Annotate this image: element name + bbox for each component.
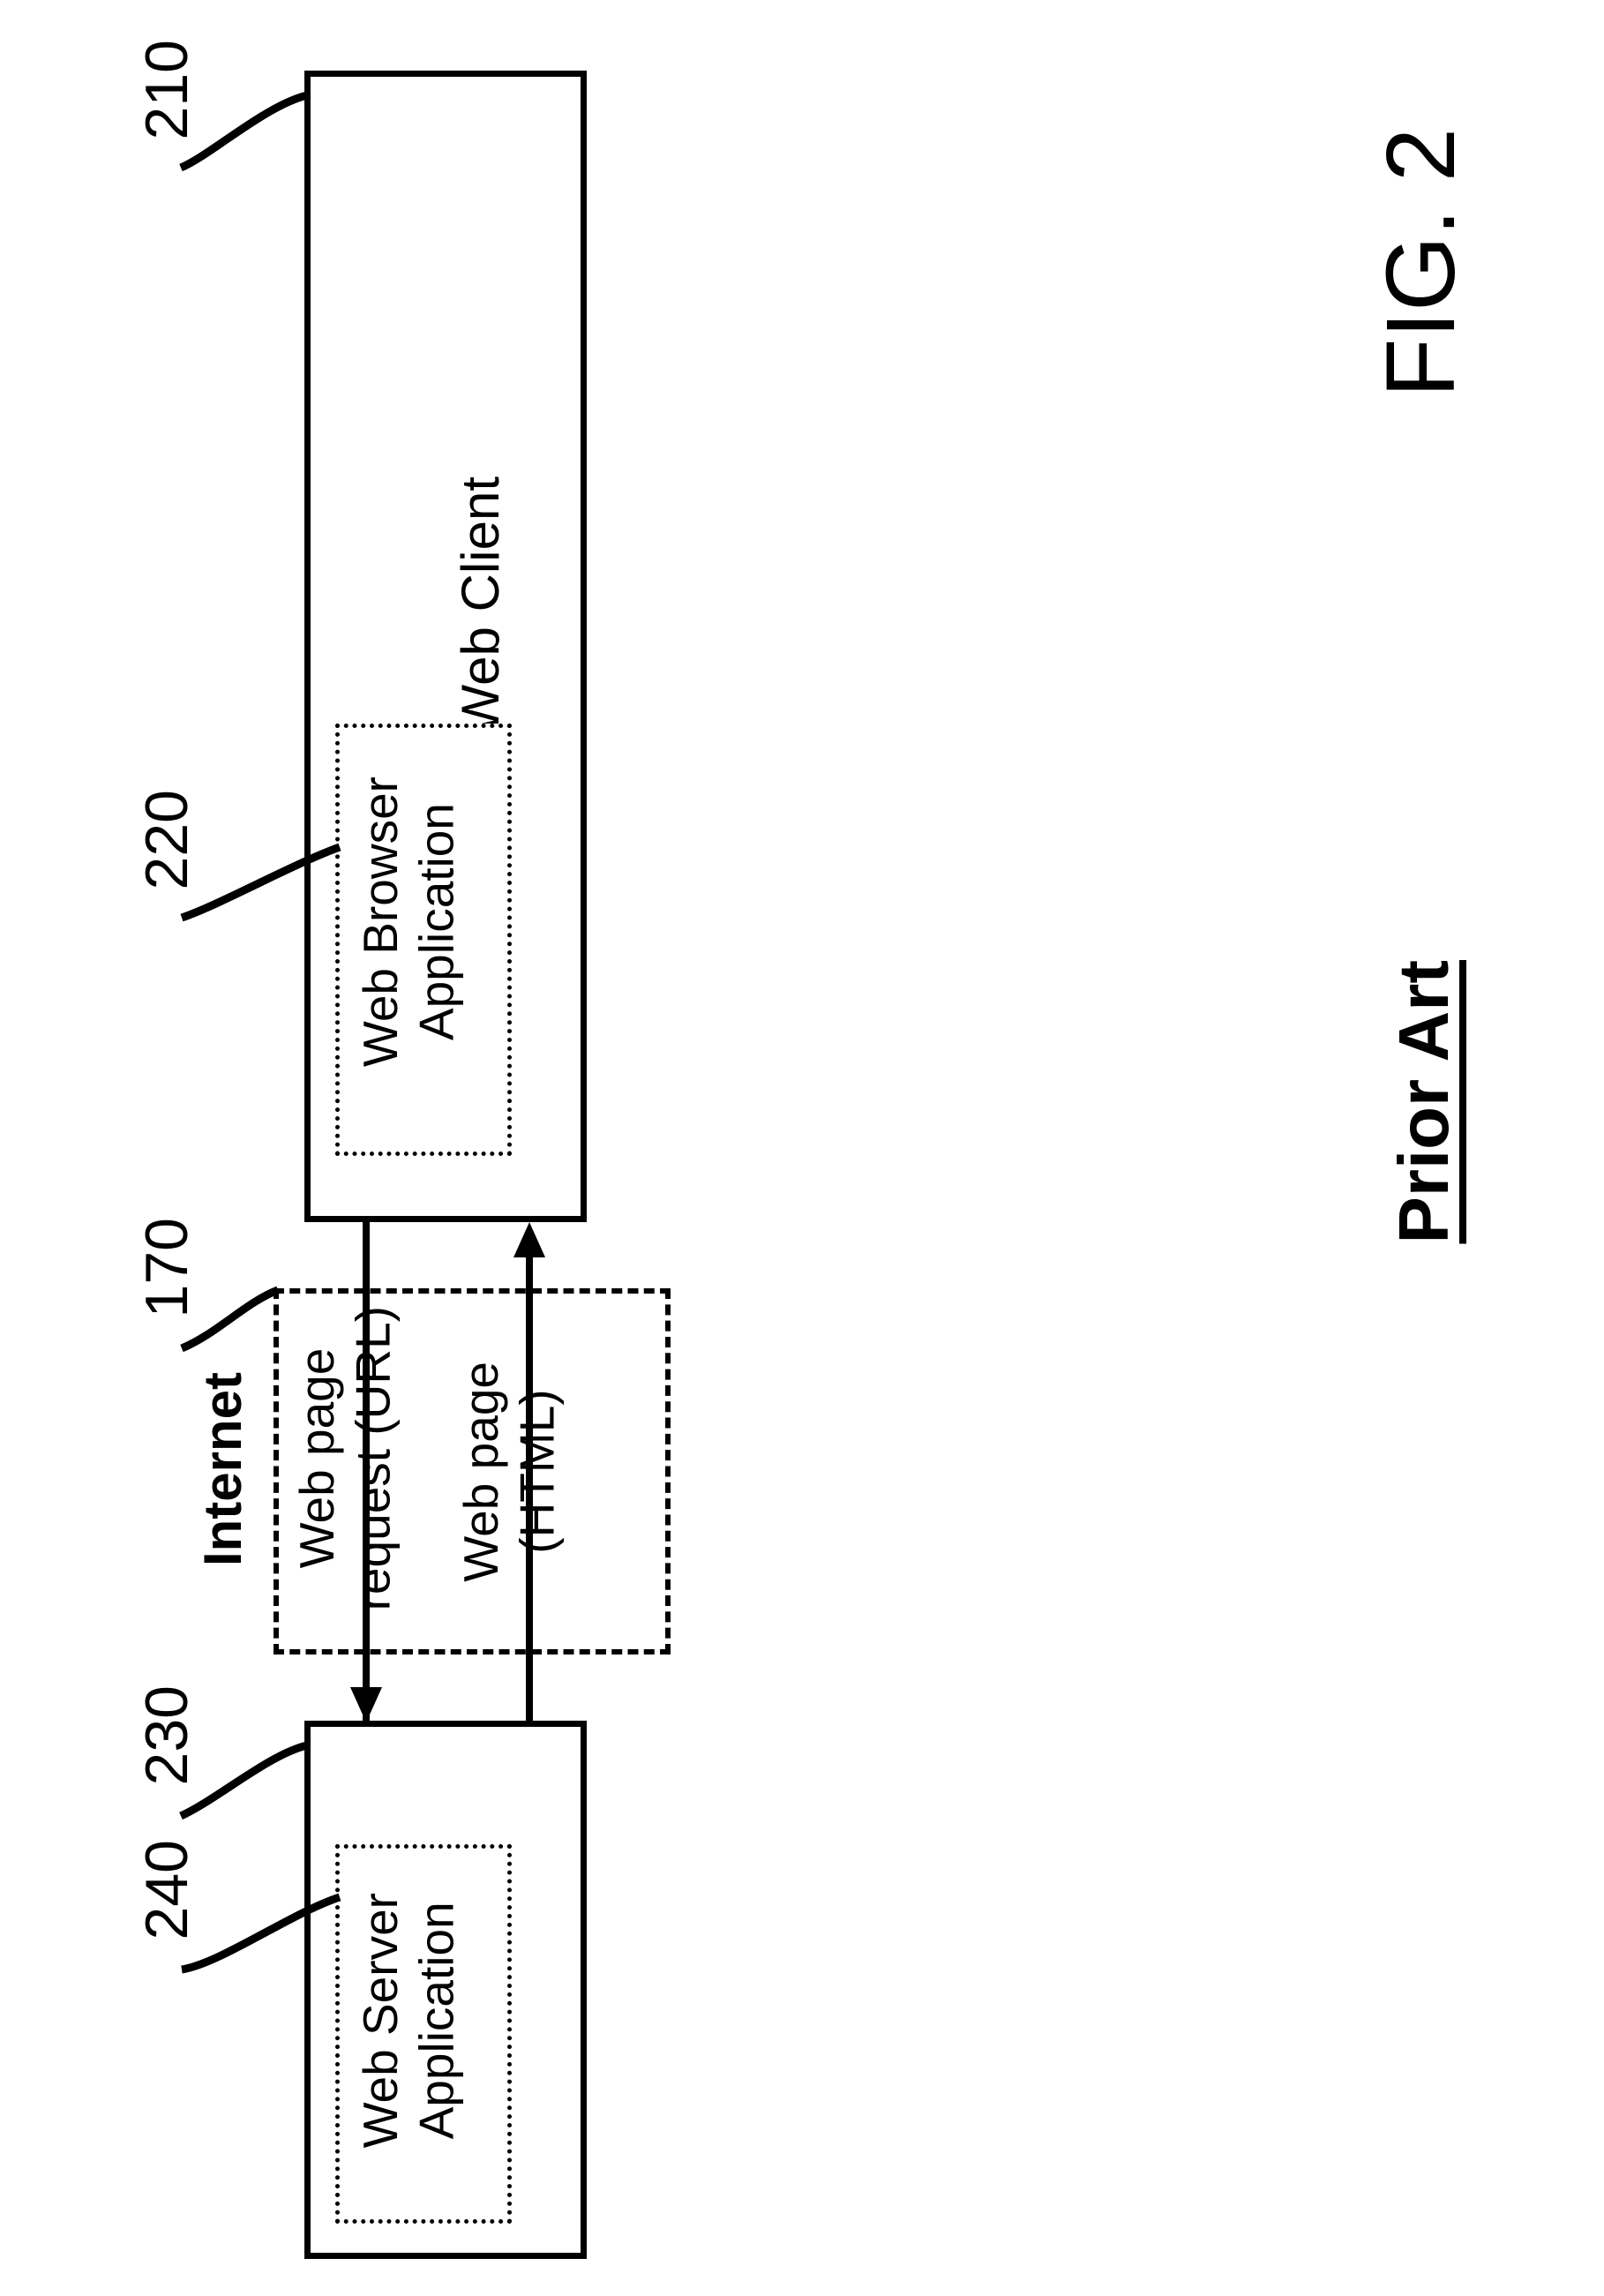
diagram-canvas: Web Client Web Browser Application Inter… bbox=[0, 0, 1604, 2296]
leader-210 bbox=[0, 0, 1604, 2296]
prior-art-label: Prior Art bbox=[1383, 960, 1465, 1244]
figure-label: FIG. 2 bbox=[1366, 128, 1478, 398]
